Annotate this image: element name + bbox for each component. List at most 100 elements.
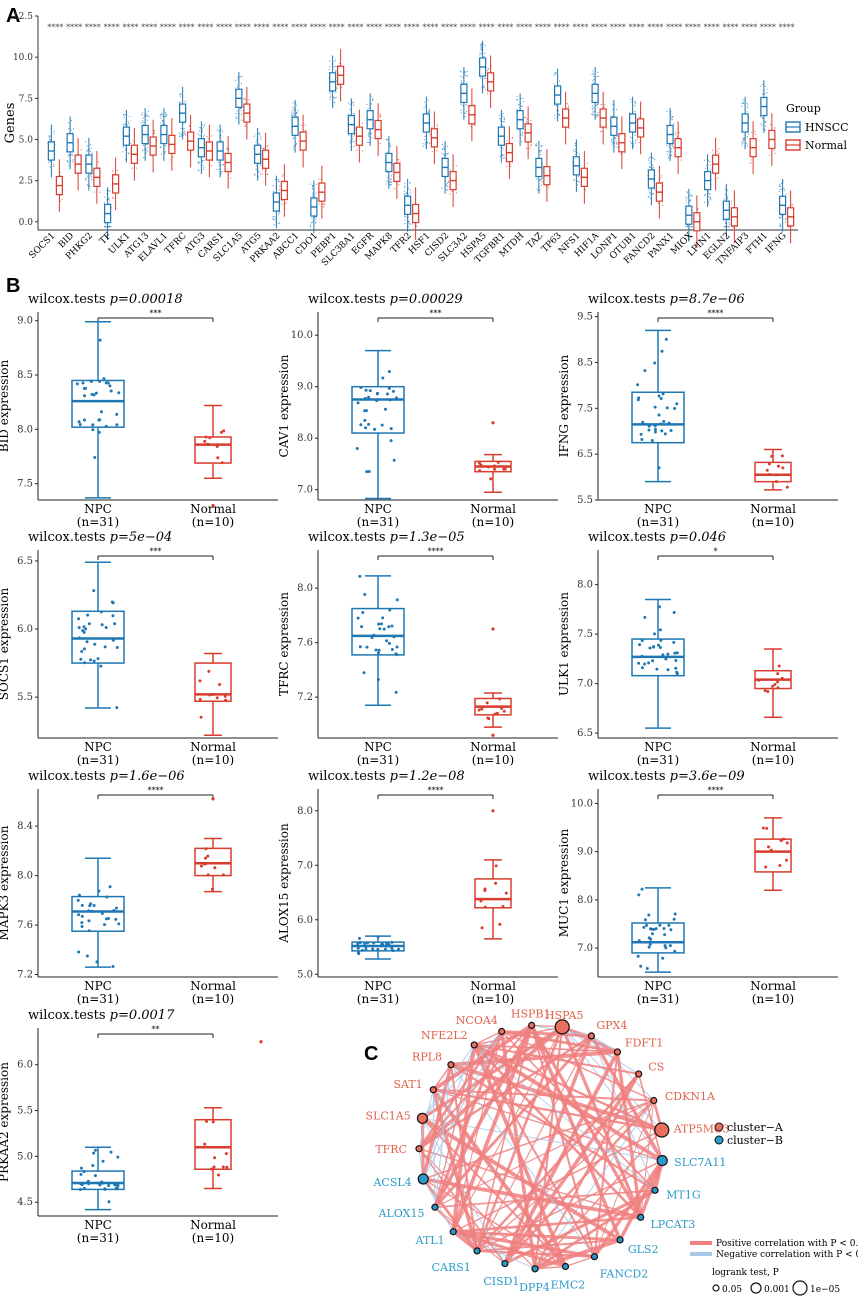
data-point bbox=[203, 440, 206, 443]
data-point bbox=[641, 888, 644, 891]
data-point bbox=[356, 944, 359, 947]
data-point bbox=[143, 122, 144, 123]
test-name: wilcox.tests bbox=[28, 530, 110, 545]
data-point bbox=[660, 397, 663, 400]
boxplot-panel-cav1: wilcox.tests p=0.000297.08.09.010.0CAV1 … bbox=[277, 292, 558, 529]
data-point bbox=[389, 182, 390, 183]
data-point bbox=[727, 197, 728, 198]
data-point bbox=[352, 138, 353, 139]
data-point bbox=[668, 156, 669, 157]
data-point bbox=[685, 226, 686, 227]
data-point bbox=[483, 887, 486, 890]
y-axis-title: CAV1 expression bbox=[277, 354, 291, 457]
data-point bbox=[661, 957, 664, 960]
data-point bbox=[668, 146, 669, 147]
data-point bbox=[115, 423, 118, 426]
data-point bbox=[222, 1165, 225, 1168]
data-point bbox=[481, 50, 482, 51]
gene-label: SAT1 bbox=[393, 1078, 422, 1091]
data-point bbox=[81, 149, 82, 150]
data-point bbox=[395, 396, 398, 399]
data-point bbox=[378, 649, 381, 652]
data-point bbox=[462, 105, 463, 106]
data-point bbox=[115, 907, 118, 910]
data-point bbox=[652, 645, 655, 648]
data-point bbox=[579, 153, 580, 154]
data-point bbox=[356, 149, 357, 150]
data-point bbox=[712, 150, 713, 151]
data-point bbox=[786, 486, 789, 489]
data-point bbox=[213, 866, 216, 869]
data-point bbox=[518, 104, 519, 105]
data-point bbox=[499, 115, 500, 116]
data-point bbox=[184, 133, 185, 134]
data-point bbox=[429, 143, 430, 144]
data-point bbox=[686, 191, 687, 192]
data-point bbox=[634, 105, 635, 106]
data-point bbox=[577, 184, 578, 185]
data-point bbox=[516, 96, 517, 97]
data-point bbox=[312, 187, 313, 188]
data-point bbox=[165, 112, 166, 113]
data-point bbox=[503, 148, 504, 149]
data-point bbox=[573, 150, 574, 151]
gene-node bbox=[657, 1156, 667, 1166]
data-point bbox=[422, 143, 423, 144]
data-point bbox=[185, 101, 186, 102]
data-point bbox=[212, 693, 215, 696]
data-point bbox=[143, 118, 144, 119]
significance-stars: **** bbox=[647, 23, 663, 32]
data-point bbox=[493, 465, 496, 468]
data-point bbox=[388, 642, 391, 645]
data-point bbox=[131, 168, 132, 169]
data-point bbox=[368, 134, 369, 135]
data-point bbox=[71, 154, 72, 155]
gene-node bbox=[636, 1071, 642, 1077]
data-point bbox=[50, 139, 51, 140]
data-point bbox=[205, 436, 208, 439]
data-point bbox=[377, 623, 380, 626]
data-point bbox=[521, 135, 522, 136]
data-point bbox=[100, 610, 103, 613]
data-point bbox=[87, 909, 90, 912]
outlier-point bbox=[491, 734, 494, 737]
data-point bbox=[554, 73, 555, 74]
data-point bbox=[86, 640, 89, 643]
gene-node bbox=[416, 1146, 422, 1152]
data-point bbox=[102, 377, 105, 380]
data-point bbox=[384, 408, 387, 411]
data-point bbox=[115, 706, 118, 709]
data-point bbox=[466, 83, 467, 84]
group-label: NPC bbox=[84, 502, 112, 516]
data-point bbox=[762, 93, 763, 94]
gene-node bbox=[652, 1187, 658, 1193]
data-point bbox=[465, 116, 466, 117]
panel-title: wilcox.tests p=1.6e−06 bbox=[28, 769, 185, 784]
data-point bbox=[404, 219, 405, 220]
data-point bbox=[293, 148, 294, 149]
data-point bbox=[388, 370, 391, 373]
data-point bbox=[658, 466, 661, 469]
data-point bbox=[87, 149, 88, 150]
boxplot-panel-muc1: wilcox.tests p=3.6e−097.08.09.010.0MUC1 … bbox=[557, 769, 838, 1006]
data-point bbox=[291, 112, 292, 113]
data-point bbox=[404, 223, 405, 224]
data-point bbox=[80, 921, 83, 924]
data-point bbox=[484, 78, 485, 79]
data-point bbox=[395, 653, 398, 656]
data-point bbox=[692, 195, 693, 196]
data-point bbox=[366, 104, 367, 105]
data-point bbox=[384, 948, 387, 951]
gene-label: DPP4 bbox=[519, 1281, 550, 1294]
data-point bbox=[236, 118, 237, 119]
significance-stars: **** bbox=[610, 23, 626, 32]
p-value: p=3.6e−09 bbox=[670, 769, 745, 784]
panel-label-b: B bbox=[6, 275, 20, 297]
data-point bbox=[486, 701, 489, 704]
data-point bbox=[653, 193, 654, 194]
data-point bbox=[79, 1182, 82, 1185]
legend-label: HNSCC bbox=[805, 121, 849, 134]
data-point bbox=[381, 944, 384, 947]
data-point bbox=[391, 175, 392, 176]
data-point bbox=[437, 126, 438, 127]
